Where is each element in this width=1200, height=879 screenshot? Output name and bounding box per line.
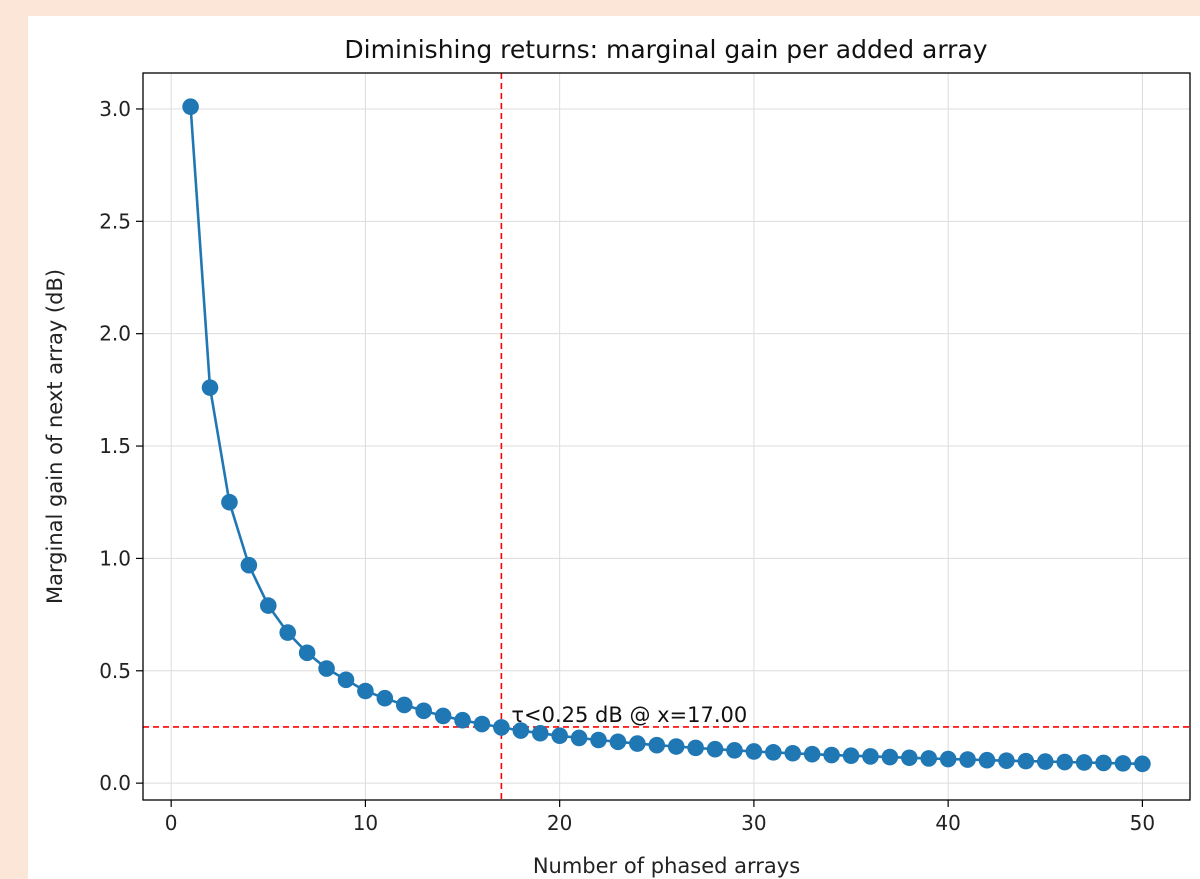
chart-title: Diminishing returns: marginal gain per a… [344,35,987,64]
threshold-lines [143,73,1190,800]
data-point [842,747,860,765]
data-point [493,719,510,736]
data-point [570,729,588,747]
data-point [998,752,1015,769]
data-point [1036,753,1054,770]
x-tick-label: 50 [1130,811,1155,835]
data-point [512,722,530,739]
data-point [959,751,976,768]
data-point [687,739,704,757]
data-point [1114,755,1132,772]
data-point [920,750,938,767]
chart-figure: Diminishing returns: marginal gain per a… [28,16,1200,879]
data-point [648,736,666,754]
x-axis-label: Number of phased arrays [533,854,800,878]
threshold-annotation: τ<0.25 dB @ x=17.00 [511,703,747,727]
data-point [803,745,821,763]
x-tick-label: 10 [353,811,378,835]
y-tick-label: 1.5 [99,434,131,458]
y-tick-label: 2.0 [99,322,131,346]
data-point [201,379,219,396]
data-point [667,738,685,755]
grid [143,73,1190,800]
data-point [609,733,627,751]
data-point [318,660,335,677]
data-point [531,724,549,742]
data-point [726,742,743,759]
data-point [259,597,277,614]
data-point [1017,752,1035,770]
data-point [182,98,199,116]
x-tick-label: 40 [935,811,960,835]
data-point [862,748,879,765]
data-point [376,689,394,707]
x-tick-label: 30 [741,811,766,835]
data-point [629,735,646,752]
data-point [473,715,491,733]
data-point [978,751,996,769]
y-tick-label: 1.0 [99,546,131,570]
ticks: 0 10 20 30 40 50 0.0 0.5 1.0 1.5 2.0 2.5 3.0 [99,97,1155,835]
data-point [1075,754,1093,771]
data-point [939,750,957,768]
data-point [1056,753,1074,771]
data-point [337,671,355,689]
chart: Diminishing returns: marginal gain per a… [43,35,1191,878]
data-point [357,682,374,700]
data-point [765,744,782,761]
data-point [240,556,258,574]
y-tick-label: 2.5 [99,209,131,233]
data-point [823,746,840,764]
x-tick-label: 0 [165,811,178,835]
y-tick-label: 0.0 [99,771,131,795]
data-point [1134,755,1151,773]
data-point [1095,754,1112,772]
data-point [395,696,413,714]
data-point [881,748,899,766]
y-axis-label: Marginal gain of next array (dB) [43,269,67,604]
data-point [298,644,316,662]
data-series [182,98,1151,773]
data-point [901,749,918,767]
data-point [590,731,607,749]
data-point [221,493,238,511]
data-point [784,744,802,762]
data-point [415,702,432,720]
y-tick-label: 0.5 [99,659,131,683]
data-point [551,727,568,745]
plot-frame [142,72,1191,801]
data-point [454,711,471,729]
x-tick-label: 20 [547,811,572,835]
y-tick-label: 3.0 [99,97,131,121]
data-point [434,707,452,725]
data-point [279,624,297,641]
data-point [706,740,724,758]
data-point [745,743,763,760]
